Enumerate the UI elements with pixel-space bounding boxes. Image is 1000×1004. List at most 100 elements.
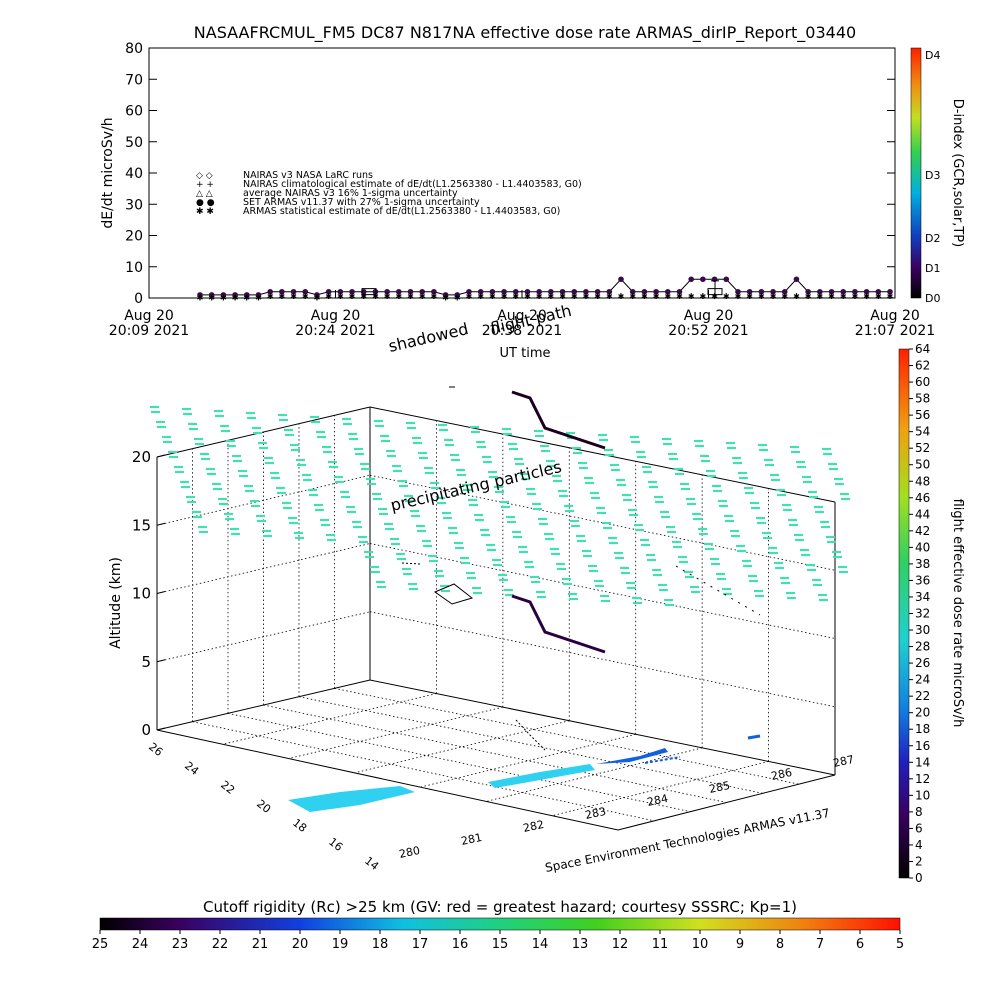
cutoff-tick-label: 23 [172,937,189,952]
longitude-tick-label: 287 [832,753,855,770]
latitude-tick-label: 22 [218,778,237,797]
altitude-tick-label: 5 [141,653,151,671]
latitude-tick-label: 24 [182,759,201,778]
altitude-tick-label: 15 [132,516,151,534]
armas-point [606,288,613,295]
top-x-axis-label: UT time [500,346,551,361]
statistical-estimate-point: ✱ [840,292,847,301]
box-top-edge [369,406,836,503]
armas-point [442,292,449,298]
colorbar-tick-label: 62 [915,359,930,373]
statistical-estimate-point: ✱ [875,292,882,301]
floor-gridline [263,704,727,803]
armas-point [735,288,741,295]
armas-point [852,288,858,295]
floor-gridline [192,721,655,822]
precipitating-particles-field [150,405,850,607]
top-x-tick-time: 21:07 2021 [855,323,935,339]
cutoff-tick-label: 19 [332,937,349,952]
top-x-tick-date: Aug 20 [311,308,361,324]
colorbar-tick-label: 4 [915,838,923,852]
armas-point [208,292,215,298]
uncertainty-box [707,288,723,296]
cutoff-tick-label: 21 [252,937,269,952]
statistical-estimate-point: ✱ [676,292,683,301]
colorbar-tick-label: 0 [915,871,923,885]
legend-entry: ARMAS statistical estimate of dE/dt(L1.2… [243,206,560,217]
statistical-estimate-point: ✱ [606,292,613,301]
shadowed-label: shadowed [387,319,471,356]
armas-point [407,288,414,295]
armas-point [676,288,683,295]
statistical-estimate-point: ✱ [758,292,765,301]
armas-point [454,292,461,298]
floor-gridline [288,706,503,759]
cutoff-tick-label: 17 [412,937,429,952]
statistical-estimate-point: ✱ [781,292,788,301]
statistical-estimate-point: ✱ [395,292,402,301]
colorbar-tick-label: 48 [915,474,930,488]
altitude-tick [156,454,166,458]
armas-point [805,288,811,295]
floor-gridline [298,696,763,794]
cutoff-rigidity-label: Cutoff rigidity (Rc) >25 km (GV: red = g… [203,898,797,916]
statistical-estimate-point: ✱ [816,292,823,301]
armas-point [863,288,870,295]
cutoff-tick-label: 9 [736,937,744,952]
legend-symbol: △ △ [196,189,213,199]
armas-point [267,288,273,295]
altitude-tick-label: 0 [141,721,151,739]
cutoff-tick-label: 5 [896,937,904,952]
armas-point [325,288,332,295]
longitude-tick-label: 280 [398,844,421,861]
statistical-estimate-point: ✱ [431,292,438,301]
legend-symbol: ● ● [196,198,215,208]
statistical-estimate-point: ✱ [524,292,531,301]
cutoff-tick-label: 11 [652,937,669,952]
latitude-tick-label: 14 [362,854,381,873]
shadowed-marker [433,583,474,605]
altitude-tick [156,522,166,526]
dindex-tick-label: D3 [925,169,940,182]
floor-gridline [486,747,703,802]
statistical-estimate-point: ✱ [746,292,753,301]
colorbar-tick-label: 60 [915,375,930,389]
statistical-estimate-point: ✱ [770,292,777,301]
latitude-tick-label: 20 [254,797,273,816]
top-y-axis: 0 10 20 30 40 50 60 70 80 [125,41,895,307]
flight-marker [401,562,421,565]
colorbar-tick-label: 6 [915,821,923,835]
dose-patch [644,756,681,764]
armas-point [840,288,847,295]
floor-gridline [420,733,636,788]
top-y-tick-label: 10 [125,260,143,276]
dindex-tick-label: D1 [925,262,940,275]
statistical-estimate-point: ✱ [325,292,332,301]
dindex-label: D-index (GCR,solar,TP) [950,99,965,247]
colorbar-tick-label: 16 [915,739,930,753]
dose-patch [488,764,595,788]
top-y-tick-label: 60 [125,104,143,120]
armas-point [466,288,472,295]
flight-path-top [511,390,606,450]
statistical-estimate-point: ✱ [735,292,742,301]
top-x-tick-time: 20:52 2021 [668,323,748,339]
colorbar-tick-label: 56 [915,408,930,422]
statistical-estimate-point: ✱ [384,292,391,301]
statistical-estimate-point: ✱ [220,293,227,302]
altitude-gridline [369,611,836,708]
dindex-tick-label: D4 [925,49,940,62]
colorbar-tick-label: 32 [915,607,930,621]
armas-point [524,288,531,295]
cutoff-tick-label: 15 [492,937,509,952]
precipitating-particles-label: precipitating particles [389,457,564,515]
statistical-estimate-point: ✱ [419,292,426,301]
dose-patch [596,748,668,764]
armas-point [419,288,426,295]
altitude-tick [156,659,166,663]
armas-point [396,288,402,295]
legend-entry: SET ARMAS v11.37 with 27% 1-sigma uncert… [243,197,480,208]
flight-path-mid [511,594,606,654]
